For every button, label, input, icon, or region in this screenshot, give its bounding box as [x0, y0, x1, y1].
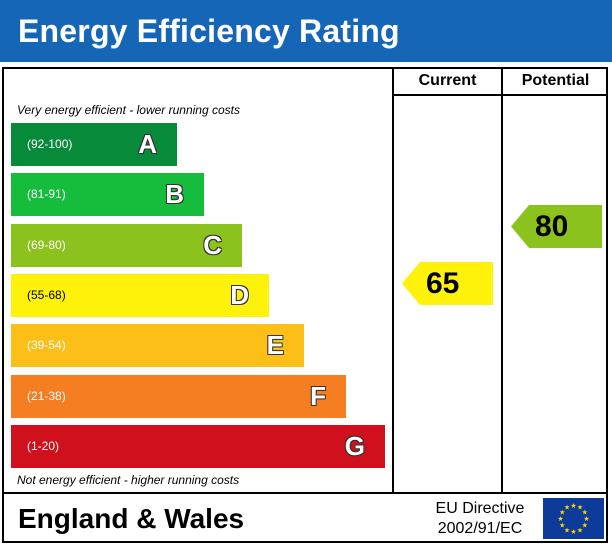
eu-star: ★ — [570, 502, 576, 510]
current-arrow-fill — [402, 262, 493, 305]
eu-star: ★ — [559, 509, 565, 517]
current-column-divider — [392, 67, 394, 494]
column-header-rule — [392, 94, 608, 96]
band-letter: D — [230, 280, 249, 310]
rating-table-frame — [2, 67, 608, 543]
eu-star: ★ — [564, 504, 570, 512]
footer-rule — [2, 492, 608, 494]
current-rating-value: 65 — [426, 267, 460, 300]
top-note: Very energy efficient - lower running co… — [17, 103, 240, 117]
potential-rating-arrow: 80 — [511, 205, 602, 248]
band-g: (1-20) G — [11, 425, 385, 468]
band-c: (69-80) C — [11, 224, 242, 267]
directive-line-1: EU Directive — [435, 500, 525, 517]
current-arrow-shape — [402, 262, 493, 305]
eu-star: ★ — [557, 515, 563, 523]
eu-star: ★ — [583, 515, 589, 523]
current-rating-arrow: 65 — [402, 262, 493, 305]
eu-star: ★ — [577, 504, 583, 512]
potential-arrow-fill — [511, 205, 602, 248]
eu-stars: ★ ★★★★★★★★★★★ — [557, 502, 589, 536]
band-e: (39-54) E — [11, 324, 304, 367]
eu-star: ★ — [564, 526, 570, 534]
band-b: (81-91) B — [11, 173, 204, 216]
band-letter: B — [165, 179, 184, 209]
band-range: (39-54) — [27, 338, 66, 352]
country-label: England & Wales — [18, 503, 245, 534]
eu-star: ★ — [577, 526, 583, 534]
eu-star: ★ — [559, 522, 565, 530]
potential-column-divider — [501, 67, 503, 494]
directive-line-2: 2002/91/EC — [437, 520, 523, 537]
band-letter: A — [138, 129, 157, 159]
potential-rating-value: 80 — [535, 210, 569, 243]
eu-flag-icon: ★ ★ ★ ★ ★ ★ ★ ★ ★ ★ ★ ★ — [543, 498, 604, 539]
band-range: (69-80) — [27, 238, 66, 252]
potential-arrow-shape — [511, 205, 602, 248]
eu-star: ★ — [570, 528, 576, 536]
band-d: (55-68) D — [11, 274, 269, 317]
band-letter: F — [310, 381, 326, 411]
bottom-note: Not energy efficient - higher running co… — [17, 473, 240, 487]
band-letter: C — [203, 230, 222, 260]
current-column-header: Current — [418, 72, 477, 89]
band-range: (92-100) — [27, 137, 73, 151]
band-range: (1-20) — [27, 439, 60, 453]
band-a: (92-100) A — [11, 123, 177, 166]
potential-column-header: Potential — [521, 72, 590, 89]
band-range: (81-91) — [27, 187, 66, 201]
band-range: (55-68) — [27, 288, 66, 302]
chart-title: Energy Efficiency Rating — [18, 13, 400, 49]
band-letter: G — [344, 431, 365, 461]
band-f: (21-38) F — [11, 375, 346, 418]
band-letter: E — [266, 330, 284, 360]
band-range: (21-38) — [27, 389, 66, 403]
title-bar: Energy Efficiency Rating — [0, 0, 612, 62]
eu-directive: EU Directive 2002/91/EC — [420, 499, 540, 539]
eu-star: ★ — [582, 522, 588, 530]
eu-star: ★ — [582, 509, 588, 517]
